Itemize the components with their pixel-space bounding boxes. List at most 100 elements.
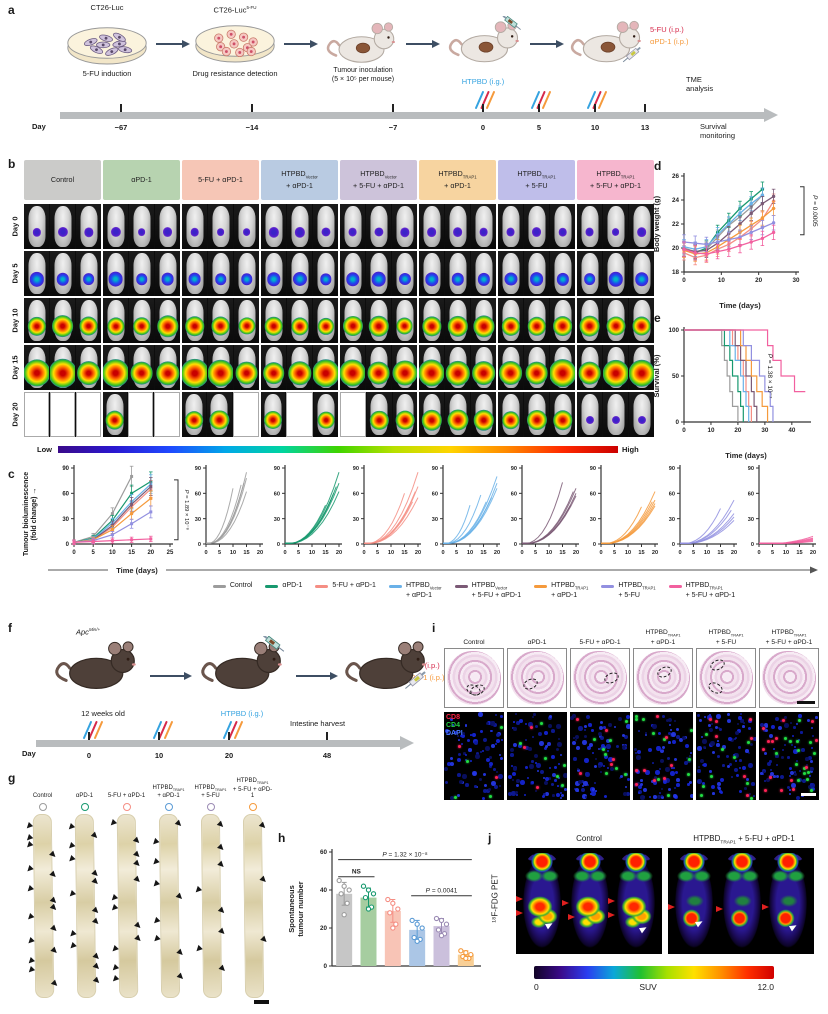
syringe-icon	[622, 46, 641, 63]
bioluminescence-signal	[583, 273, 596, 286]
tumour-arrowhead	[91, 917, 101, 927]
bioluminescence-signal	[51, 315, 74, 338]
strain-pre: Apc	[76, 627, 89, 637]
dapi-dot	[638, 792, 641, 795]
dapi-dot	[640, 783, 643, 786]
dapi-dot	[467, 739, 471, 743]
bli-mouse-image	[392, 298, 417, 343]
dapi-dot	[484, 784, 488, 788]
cd4-dot	[796, 740, 799, 743]
stain-label-dapi: DAPI	[446, 730, 463, 737]
dapi-dot	[764, 780, 766, 782]
panel-c: c Tumour bioluminescence (fold change) → 0…	[8, 460, 820, 616]
timeline-tick	[644, 104, 646, 112]
cd4-dot	[609, 739, 612, 742]
chart-shape	[684, 329, 769, 422]
bli-mouse-image	[340, 345, 365, 390]
bli-cell-d0-g3	[261, 204, 338, 249]
cd8-dot	[780, 789, 783, 792]
tumour-arrowhead	[194, 944, 203, 954]
intestine-col-header-label: HTPBDTRAP1 + 5-FU + αPD-1	[232, 778, 273, 800]
chart-shape	[285, 486, 337, 544]
bli-mouse-image	[261, 392, 286, 437]
mouse-silhouette	[581, 394, 598, 435]
dapi-dot	[665, 767, 670, 772]
cd4-dot	[635, 715, 638, 718]
tumour-arrowhead	[217, 860, 226, 870]
bli-mouse-image	[577, 298, 602, 343]
dapi-dot	[676, 778, 680, 782]
cd8-dot	[782, 719, 785, 722]
dapi-dot	[581, 788, 586, 793]
dapi-dot	[558, 763, 560, 765]
dapi-dot	[560, 797, 563, 800]
dapi-dot	[549, 767, 552, 770]
bli-mouse-image	[550, 204, 575, 249]
legend-label: Control	[229, 582, 253, 589]
x-tick-label: 20	[147, 550, 154, 556]
dapi-dot	[791, 783, 796, 788]
dapi-dot	[463, 752, 466, 755]
cd4-dot	[593, 738, 596, 741]
bli-mouse-image	[208, 251, 233, 296]
cd8-dot	[749, 718, 752, 721]
chart-shape	[522, 482, 563, 544]
dapi-dot	[716, 743, 720, 747]
x-tick-label: 0	[599, 550, 602, 556]
y-tick-label: 90	[274, 466, 280, 472]
bli-mouse-image	[603, 392, 628, 437]
chart-shape	[738, 211, 742, 215]
bli-mouse-image	[76, 298, 101, 343]
dapi-dot	[445, 729, 450, 734]
harvest-label: Intestine harvest	[290, 719, 346, 728]
bli-mouse-image	[366, 251, 391, 296]
bli-cell-d2-g4	[340, 298, 417, 343]
if-image-3	[633, 712, 693, 800]
dapi-dot	[715, 726, 719, 730]
dapi-dot	[789, 789, 791, 791]
bioluminescence-signal	[552, 316, 573, 337]
dapi-dot	[653, 781, 658, 786]
dapi-dot	[532, 716, 534, 718]
dapi-dot	[663, 779, 667, 783]
tumour-arrowhead	[66, 822, 76, 832]
dapi-dot	[746, 778, 750, 782]
he-section-image-5	[759, 648, 819, 708]
dapi-dot	[575, 735, 580, 740]
bli-cell-d3-g1	[103, 345, 180, 390]
legend-label: HTPBDTRAP1 + 5-FU	[618, 582, 656, 600]
tumour-arrowhead	[174, 819, 184, 829]
dapi-dot	[661, 795, 664, 798]
dapi-dot	[538, 732, 542, 736]
dapi-dot	[794, 773, 798, 777]
chart-shape	[771, 206, 776, 211]
intestine-swirl	[510, 651, 564, 705]
group-ring-0	[39, 803, 47, 811]
cd4-dot	[700, 794, 703, 797]
dapi-dot	[585, 772, 590, 777]
bioluminescence-signal	[447, 316, 468, 337]
timeline-tick	[251, 104, 253, 112]
dapi-dot	[489, 765, 492, 768]
mouse-silhouette	[633, 394, 650, 435]
bli-mouse-image	[392, 204, 417, 249]
tumour-bioluminescence-axis-label: Tumour bioluminescence (fold change) →	[23, 471, 38, 557]
mouse-f-1	[52, 636, 144, 698]
day-row-label-2: Day 10	[9, 298, 21, 343]
dapi-dot	[789, 793, 791, 795]
dapi-dot	[539, 741, 544, 746]
dapi-dot	[796, 723, 798, 725]
mouse-silhouette	[554, 206, 571, 247]
flow-arrow-icon	[156, 40, 190, 48]
mouse-silhouette	[528, 206, 545, 247]
bioluminescence-signal	[79, 316, 98, 336]
bioluminescence-signal	[608, 272, 623, 287]
mouse-silhouette	[396, 206, 413, 247]
dapi-dot	[512, 772, 517, 777]
bioluminescence-signal	[216, 228, 225, 237]
timeline-tick-label: 10	[590, 123, 600, 132]
group-ring-3	[165, 803, 173, 811]
dapi-dot	[552, 794, 555, 797]
bli-cell-d1-g6	[498, 251, 575, 296]
bli-mouse-image	[24, 298, 49, 343]
